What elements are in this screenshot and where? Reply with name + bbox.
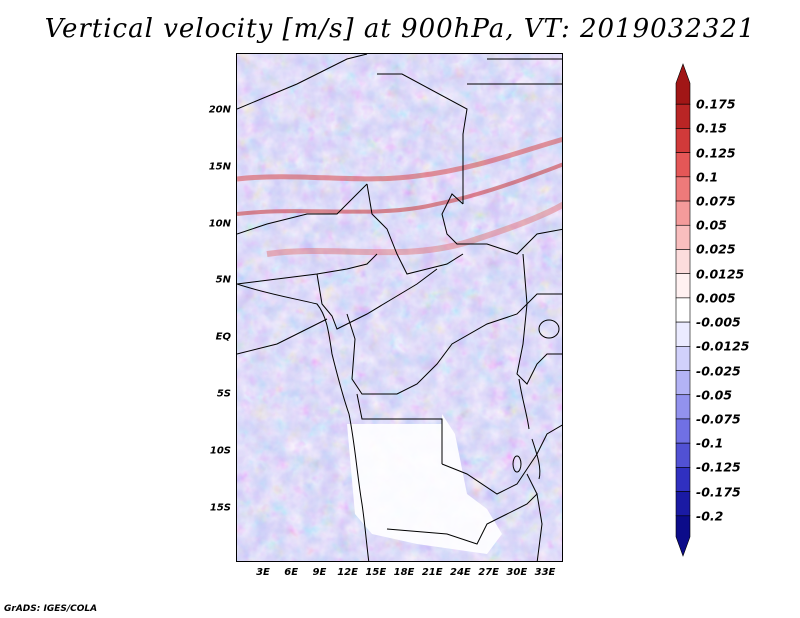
colorbar-segment (675, 346, 691, 371)
colorbar-tick-label: -0.1 (696, 435, 724, 451)
colorbar-tick-label: 0.1 (696, 169, 719, 185)
colorbar-tick-label: -0.025 (696, 363, 741, 379)
country-borders (237, 54, 562, 561)
lat-tick-label: 20N (208, 104, 231, 116)
colorbar-tick-label: -0.175 (696, 484, 741, 500)
colorbar-segment (675, 273, 691, 299)
colorbar-tick-label: -0.075 (696, 411, 741, 427)
lon-tick-label: 33E (534, 567, 556, 578)
colorbar-segment (675, 321, 691, 347)
colorbar-segment (675, 249, 691, 274)
colorbar-segment (675, 297, 691, 323)
lat-tick-label: 10S (209, 445, 231, 457)
colorbar-segment (675, 418, 691, 444)
colorbar-segment (675, 394, 691, 420)
sahel-band-2 (237, 162, 562, 216)
lake-outlines (512, 319, 560, 480)
colorbar-segment (675, 224, 691, 250)
colorbar-tick-label: 0.075 (696, 193, 736, 209)
sahel-band-1 (237, 136, 562, 182)
lat-tick-label: 15S (209, 502, 231, 514)
colorbar-segment (675, 442, 691, 468)
colorbar-tick-label: -0.2 (696, 508, 724, 524)
lat-tick-label: 5S (216, 388, 231, 400)
lat-tick-label: 5N (215, 274, 231, 286)
lon-tick-label: 9E (312, 567, 327, 578)
lon-tick-label: 3E (256, 567, 270, 578)
colorbar-segment (675, 176, 691, 202)
lon-tick-label: 18E (393, 567, 415, 578)
colorbar-segment (675, 467, 691, 492)
lat-tick-label: 15N (208, 161, 231, 173)
colorbar-segment (675, 515, 691, 557)
colorbar-tick-label: 0.05 (696, 217, 727, 233)
colorbar-tick-label: 0.175 (696, 96, 736, 112)
lon-tick-label: 15E (365, 567, 387, 578)
vertical-velocity-field (237, 54, 562, 561)
lon-tick-label: 12E (337, 567, 358, 578)
colorbar-segment (675, 103, 691, 129)
sahel-band-3 (266, 201, 562, 257)
colorbar-tick-label: -0.005 (696, 314, 741, 330)
lon-tick-label: 27E (478, 567, 499, 578)
colorbar-tick-label: 0.025 (696, 241, 736, 257)
colorbar-tick-label: -0.125 (696, 459, 741, 475)
lon-tick-label: 30E (506, 567, 528, 578)
colorbar-segment (675, 152, 691, 178)
colorbar-segment (675, 200, 691, 226)
lon-tick-label: 6E (284, 567, 299, 578)
chart-title: Vertical velocity [m/s] at 900hPa, VT: 2… (44, 14, 756, 44)
lon-tick-label: 21E (421, 567, 443, 578)
colorbar-tick-label: 0.125 (696, 145, 736, 161)
lon-tick-label: 24E (450, 567, 471, 578)
colorbar-segment (675, 370, 691, 396)
calm-region (347, 414, 502, 554)
coastline (237, 283, 370, 561)
colorbar-segment (675, 63, 691, 105)
lat-tick-label: 10N (208, 218, 231, 230)
colorbar-tick-label: 0.005 (696, 290, 736, 306)
map-panel (236, 53, 563, 562)
credit-text: GrADS: IGES/COLA (4, 604, 98, 614)
colorbar-tick-label: 0.0125 (696, 266, 745, 282)
colorbar-tick-label: -0.0125 (696, 338, 750, 354)
colorbar-segment (675, 128, 691, 153)
lat-tick-label: EQ (215, 331, 231, 343)
colorbar-tick-label: 0.15 (696, 120, 727, 136)
colorbar-segment (675, 491, 691, 517)
colorbar-tick-label: -0.05 (696, 387, 733, 403)
